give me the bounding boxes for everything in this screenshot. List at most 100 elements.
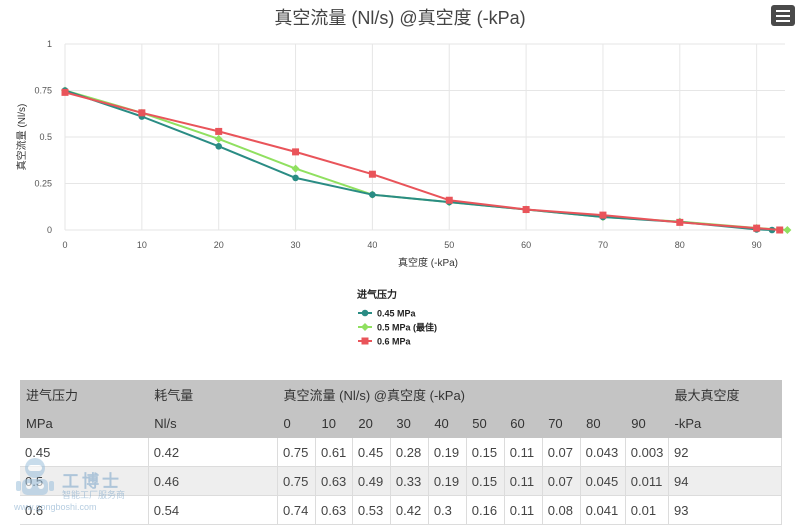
table-cell: 0.11 — [504, 438, 543, 467]
table-cell: 0.5 — [20, 466, 149, 496]
table-header-cell: 10 — [315, 409, 353, 438]
table-header-cell: 20 — [352, 409, 391, 438]
table-cell: 0.19 — [428, 466, 467, 496]
table-cell: 0.45 — [20, 438, 149, 467]
series-line — [64, 89, 788, 231]
table-header-cell: 0 — [277, 409, 316, 438]
table-header-cell: 60 — [504, 409, 543, 438]
data-point — [783, 226, 792, 234]
data-point — [292, 174, 299, 182]
legend-item-label[interactable]: 0.45 MPa — [377, 309, 417, 319]
table-cell: 0.53 — [352, 495, 391, 525]
data-point — [776, 226, 784, 234]
table-cell: 0.33 — [390, 466, 429, 496]
legend-title: 进气压力 — [357, 288, 397, 301]
y-tick-label: 0.5 — [39, 132, 52, 142]
data-point — [292, 148, 300, 156]
chart-axis-ticks: 0 10 20 30 40 50 60 70 80 90 0 0.25 0.5 0.75 1 — [34, 39, 761, 250]
data-table: 进气压力 耗气量 真空流量 (Nl/s) @真空度 (-kPa) 最大真空度 M… — [20, 380, 782, 525]
table-cell: 0.15 — [466, 466, 505, 496]
table-cell: 0.54 — [148, 495, 279, 525]
x-tick-label: 80 — [675, 240, 685, 250]
data-point — [445, 196, 453, 204]
chart-title: 真空流量 (Nl/s) @真空度 (-kPa) — [274, 8, 526, 28]
x-tick-label: 60 — [521, 240, 531, 250]
data-point — [522, 206, 530, 214]
table-cell: 0.75 — [277, 438, 316, 467]
table-header-cell: Nl/s — [148, 409, 278, 438]
x-axis-title: 真空度 (-kPa) — [398, 256, 458, 269]
data-point — [753, 224, 761, 232]
table-header-cell: 40 — [428, 409, 467, 438]
table-cell: 0.07 — [542, 466, 581, 496]
x-tick-label: 70 — [598, 240, 608, 250]
table-header-cell: 70 — [542, 409, 581, 438]
series-line — [64, 91, 780, 231]
y-axis-title: 真空流量 (Nl/s) — [15, 104, 28, 171]
header-consumption: 耗气量 — [148, 380, 278, 409]
table-cell: 0.045 — [580, 466, 626, 496]
series-line — [64, 89, 773, 231]
table-cell: 0.19 — [428, 438, 467, 467]
y-tick-label: 0.25 — [34, 179, 52, 189]
data-point — [599, 211, 607, 219]
chart-grid — [64, 43, 785, 231]
x-tick-label: 30 — [291, 240, 301, 250]
table-cell: 0.28 — [390, 438, 429, 467]
table-cell: 0.041 — [580, 495, 626, 525]
table-header-cell: MPa — [20, 409, 149, 438]
table-cell: 94 — [668, 466, 782, 496]
chart-series — [61, 86, 792, 234]
data-point — [215, 143, 222, 150]
table-cell: 0.63 — [315, 495, 353, 525]
x-tick-label: 90 — [752, 240, 762, 250]
table-cell: 0.74 — [277, 495, 316, 525]
legend-swatch-marker — [361, 309, 369, 317]
data-point — [138, 109, 146, 117]
x-tick-label: 0 — [62, 240, 67, 250]
table-cell: 0.42 — [148, 438, 279, 467]
table-cell: 0.46 — [148, 466, 279, 496]
table-cell: 0.49 — [352, 466, 391, 496]
chart-legend: 进气压力 0.45 MPa 0.5 MPa (最佳) 0.6 MPa — [357, 288, 437, 347]
data-point — [61, 88, 69, 96]
table-cell: 0.11 — [504, 495, 543, 525]
table-cell: 0.6 — [20, 495, 149, 525]
table-cell: 0.75 — [277, 466, 316, 496]
data-point — [369, 191, 376, 198]
table-header-cell: 30 — [390, 409, 429, 438]
table-cell: 92 — [668, 438, 782, 467]
table-cell: 0.07 — [542, 438, 581, 467]
table-cell: 0.42 — [390, 495, 429, 525]
data-point — [214, 134, 223, 143]
x-tick-label: 40 — [367, 240, 377, 250]
legend-item-label[interactable]: 0.5 MPa (最佳) — [377, 322, 437, 333]
data-point — [215, 127, 223, 135]
hamburger-menu-icon[interactable] — [771, 5, 795, 26]
table-cell: 93 — [668, 495, 782, 525]
table-header-cell: 80 — [580, 409, 626, 438]
table-cell: 0.45 — [352, 438, 391, 467]
x-tick-label: 10 — [137, 240, 147, 250]
x-tick-label: 20 — [214, 240, 224, 250]
table-cell: 0.11 — [504, 466, 543, 496]
y-tick-label: 1 — [47, 39, 52, 49]
table-cell: 0.16 — [466, 495, 505, 525]
y-tick-label: 0 — [47, 225, 52, 235]
line-chart: 0 10 20 30 40 50 60 70 80 90 0 0.25 0.5 0.75 1 真空度 (-k… — [15, 39, 792, 347]
header-pressure: 进气压力 — [20, 380, 149, 409]
table-row: 0.6 0.54 0.74 0.63 0.53 0.42 0.3 0.16 0.11 0.08 0.… — [20, 495, 782, 525]
table-header-cell: -kPa — [668, 409, 782, 438]
data-point — [368, 170, 376, 178]
header-flow: 真空流量 (Nl/s) @真空度 (-kPa) — [277, 380, 669, 409]
legend-item-label[interactable]: 0.6 MPa — [377, 337, 412, 347]
table-cell: 0.003 — [625, 438, 670, 467]
table-row: 0.45 0.42 0.75 0.61 0.45 0.28 0.19 0.15 0.11 0.07… — [20, 438, 782, 467]
table-cell: 0.043 — [580, 438, 626, 467]
legend-swatch-marker — [361, 337, 369, 345]
table-cell: 0.01 — [625, 495, 670, 525]
table-cell: 0.011 — [625, 466, 670, 496]
y-tick-label: 0.75 — [34, 86, 52, 96]
table-header-cell: 90 — [625, 409, 669, 438]
table-header-cell: 50 — [466, 409, 505, 438]
